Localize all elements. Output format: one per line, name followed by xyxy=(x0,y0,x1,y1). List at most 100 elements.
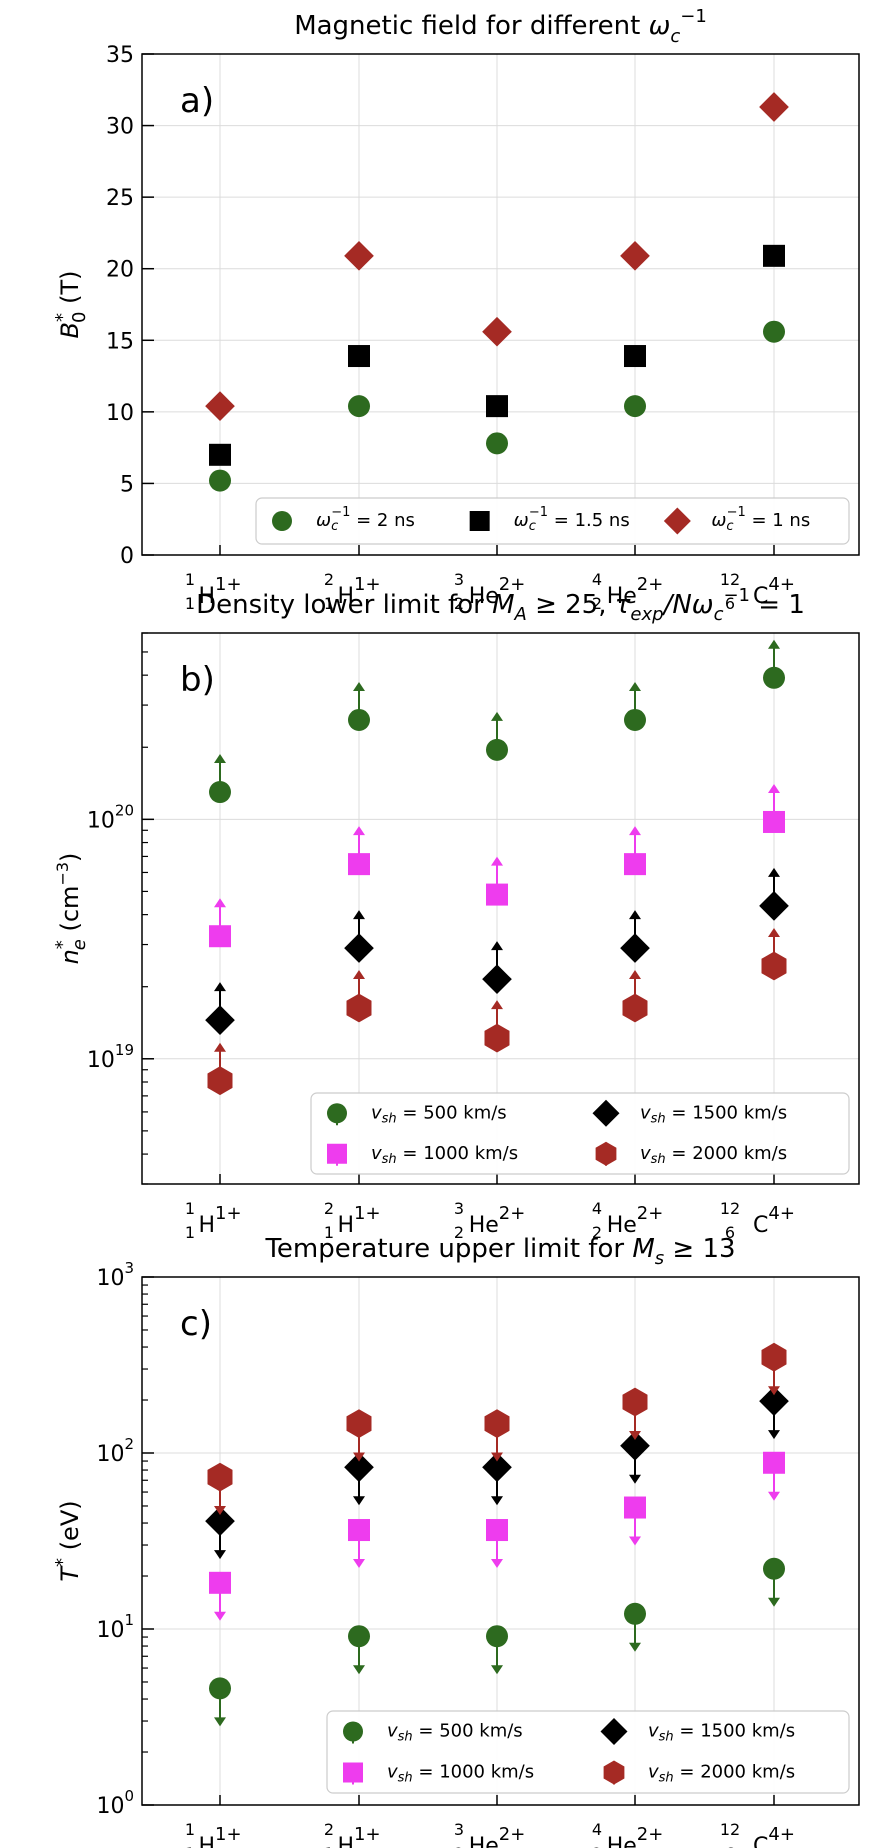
lower-limit-arrow-head xyxy=(353,910,365,920)
upper-limit-arrow-head xyxy=(214,1550,226,1560)
data-point xyxy=(209,1571,231,1594)
data-point xyxy=(763,810,785,833)
data-point xyxy=(207,1462,233,1492)
legend: ωc−1 = 2 ns ωc−1 = 1.5 ns ωc−1 = 1 ns xyxy=(255,497,850,545)
series-2 xyxy=(205,867,789,1036)
series-1 xyxy=(209,1557,785,1727)
lower-limit-arrow xyxy=(353,681,365,712)
x-tick-label: He2+ 3 2 xyxy=(454,1820,525,1848)
data-point xyxy=(622,993,648,1023)
lower-limit-arrow-head xyxy=(768,783,780,793)
y-tick-label: 103 xyxy=(96,1259,134,1291)
legend-marker xyxy=(600,1718,628,1745)
legend-box xyxy=(326,1710,850,1794)
data-point xyxy=(763,320,785,343)
x-tick-label: He2+ 4 2 xyxy=(592,1199,663,1242)
mass-number: 3 xyxy=(454,1199,464,1218)
data-point xyxy=(207,1066,233,1096)
atomic-number: 2 xyxy=(454,594,464,613)
data-point xyxy=(346,993,372,1023)
atomic-number: 1 xyxy=(324,594,334,613)
legend-item: vsh = 1500 km/s xyxy=(600,1718,795,1745)
legend-box xyxy=(255,497,850,545)
series-1 xyxy=(209,639,785,804)
mass-number: 2 xyxy=(324,1820,334,1839)
upper-limit-arrow-head xyxy=(491,1496,503,1506)
upper-limit-arrow xyxy=(768,1576,780,1607)
legend-marker xyxy=(595,1141,617,1166)
mass-number: 3 xyxy=(454,1820,464,1839)
lower-limit-arrow-head xyxy=(629,969,641,979)
x-tick-text: H1+ xyxy=(337,1203,380,1238)
data-point xyxy=(761,1342,787,1372)
upper-limit-arrow xyxy=(629,1621,641,1652)
x-tick-text: He2+ xyxy=(469,1203,526,1238)
atomic-number: 1 xyxy=(185,1223,195,1242)
mass-number: 12 xyxy=(720,570,740,589)
legend-marker xyxy=(272,511,292,531)
x-tick-label: C4+ 12 6 xyxy=(720,1199,795,1242)
data-point xyxy=(486,395,508,418)
upper-limit-arrow-head xyxy=(491,1452,503,1462)
series-3 xyxy=(209,783,785,948)
legend-item: vsh = 2000 km/s xyxy=(595,1141,787,1166)
upper-limit-arrow-head xyxy=(214,1611,226,1621)
legend-label: vsh = 1000 km/s xyxy=(371,1143,518,1167)
y-tick-label: 15 xyxy=(106,329,134,354)
data-point xyxy=(486,1625,508,1648)
lower-limit-arrow-head xyxy=(629,910,641,920)
legend-item: ωc−1 = 1 ns xyxy=(663,505,810,535)
legend-label: vsh = 500 km/s xyxy=(387,1721,523,1745)
data-point xyxy=(205,1506,235,1536)
chart-title: Density lower limit for MA ≥ 25, τexp/Nω… xyxy=(196,585,805,625)
atomic-number: 1 xyxy=(185,594,195,613)
upper-limit-arrow-head xyxy=(768,1597,780,1607)
x-tick-text: He2+ xyxy=(607,574,664,609)
lower-limit-arrow-head xyxy=(214,898,226,908)
legend-marker xyxy=(343,1762,363,1783)
x-tick-text: He2+ xyxy=(469,574,526,609)
x-tick-label: He2+ 3 2 xyxy=(454,1199,525,1242)
upper-limit-arrow-head xyxy=(353,1559,365,1569)
legend-marker xyxy=(343,1721,363,1742)
legend-marker xyxy=(327,1103,347,1124)
y-tick-label: 1019 xyxy=(87,1041,134,1073)
data-point xyxy=(348,395,370,418)
lower-limit-arrow xyxy=(491,856,503,887)
mass-number: 2 xyxy=(324,570,334,589)
data-point xyxy=(763,1557,785,1580)
data-point xyxy=(484,1023,510,1053)
data-point xyxy=(348,708,370,731)
lower-limit-arrow-head xyxy=(629,681,641,691)
lower-limit-arrow-head xyxy=(353,969,365,979)
data-point xyxy=(620,240,650,271)
legend-label: ωc−1 = 1 ns xyxy=(711,505,810,534)
legend: vsh = 500 km/s vsh = 1500 km/s vsh = 1000 … xyxy=(310,1092,850,1175)
x-tick-text: C4+ xyxy=(753,1203,795,1238)
legend-item: ωc−1 = 2 ns xyxy=(272,505,415,534)
data-point xyxy=(344,1452,374,1483)
y-tick-label: 25 xyxy=(106,186,134,211)
legend-marker xyxy=(603,1760,625,1785)
upper-limit-arrow-head xyxy=(214,1506,226,1516)
x-tick-text: H1+ xyxy=(198,574,241,609)
x-tick-text: H1+ xyxy=(337,1824,380,1848)
data-point xyxy=(624,708,646,731)
x-tick-label: C4+ 12 6 xyxy=(720,570,795,613)
legend-marker xyxy=(327,1143,347,1164)
data-point xyxy=(348,1625,370,1648)
x-tick-label: H1+2 1 xyxy=(324,1820,381,1848)
upper-limit-arrow xyxy=(214,1696,226,1727)
data-point xyxy=(209,469,231,492)
upper-limit-arrow xyxy=(214,1590,226,1621)
atomic-number: 2 xyxy=(454,1223,464,1242)
upper-limit-arrow-head xyxy=(353,1496,365,1506)
data-point xyxy=(624,1496,646,1519)
legend-marker xyxy=(469,511,490,531)
lower-limit-arrow xyxy=(353,826,365,857)
data-point xyxy=(482,964,512,995)
legend-item: vsh = 1500 km/s xyxy=(592,1099,787,1127)
y-axis-label: T* (eV) xyxy=(52,1500,84,1581)
series-1 xyxy=(209,320,785,492)
atomic-number: 2 xyxy=(592,1844,602,1848)
